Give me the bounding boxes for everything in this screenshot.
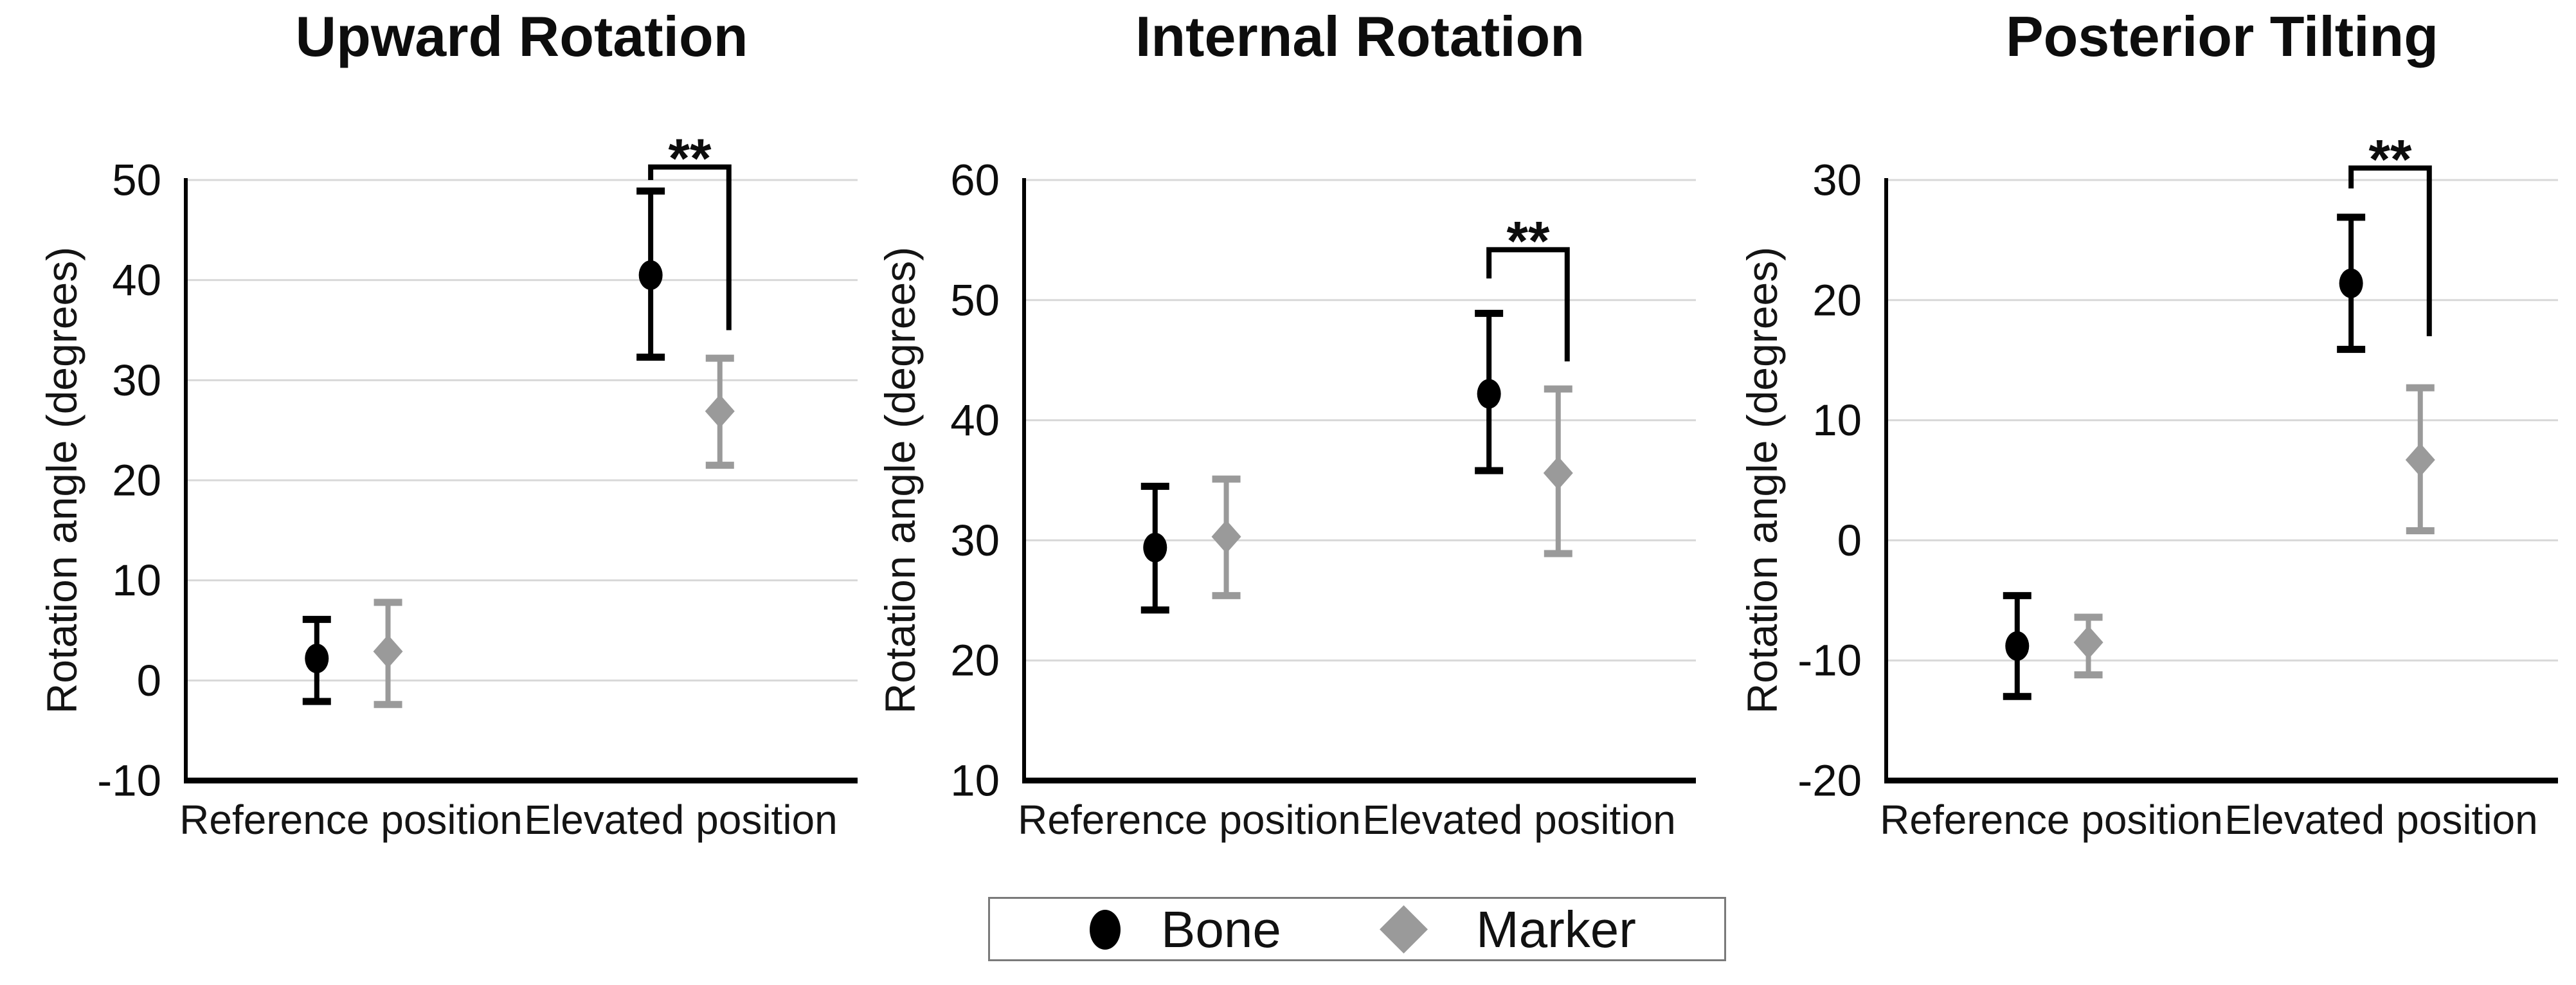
significance-label: ** [1506,210,1549,272]
y-tick-label: 10 [950,756,1000,806]
y-tick-label: 10 [112,556,161,605]
diamond-icon [1380,905,1428,953]
x-category-label: Reference position [179,797,523,843]
chart-title: Internal Rotation [1135,5,1585,68]
plot-area: -10 0 10 20 30 40 50 ** [97,128,858,806]
significance-label: ** [2368,129,2411,190]
y-tick-label: 0 [1837,516,1862,565]
y-tick-label: 30 [950,516,1000,565]
y-tick-label: 40 [950,395,1000,445]
marker-point [1543,456,1573,490]
x-category-label: Elevated position [524,797,838,843]
marker-point [2405,443,2435,477]
significance-bracket [2348,165,2432,336]
marker-point [373,635,403,669]
chart-upward-rotation: Upward Rotation Rotation angle (degrees)… [0,0,876,865]
legend-label-bone: Bone [1161,901,1281,958]
chart-posterior-tilting: Posterior Tilting Rotation angle (degree… [1700,0,2576,865]
marker-point [705,394,735,428]
y-tick-label: 0 [137,656,161,705]
legend: Bone Marker [988,897,1726,961]
x-category-label: Reference position [1880,797,2223,843]
legend-label-marker: Marker [1476,901,1636,958]
y-tick-label: 30 [1812,156,1862,205]
chart-title: Upward Rotation [295,5,748,68]
plot-area: 10 20 30 40 50 60 ** [950,156,1696,806]
y-tick-label: 50 [112,156,161,205]
bone-point [1143,532,1167,563]
marker-point [2073,626,2103,660]
y-tick-label: -20 [1797,756,1862,806]
bone-point [2005,631,2030,661]
x-category-label: Elevated position [2224,797,2538,843]
y-tick-label: 10 [1812,395,1862,445]
bone-point [305,644,329,674]
significance-label: ** [668,128,711,190]
bone-point [1477,379,1501,409]
y-tick-label: 60 [950,156,1000,205]
y-tick-label: 40 [112,255,161,305]
bone-point [638,260,663,290]
significance-bracket [648,164,732,330]
y-tick-label: 20 [112,456,161,505]
chart-internal-rotation: Internal Rotation Rotation angle (degree… [838,0,1714,865]
chart-title: Posterior Tilting [2005,5,2439,68]
x-category-label: Reference position [1018,797,1361,843]
significance-bracket [1486,247,1570,362]
y-tick-label: 20 [950,636,1000,685]
y-tick-label: 20 [1812,275,1862,325]
y-tick-label: -10 [97,756,161,806]
bone-point [2339,268,2363,298]
x-category-label: Elevated position [1362,797,1676,843]
y-tick-label: 30 [112,356,161,405]
plot-area: -20 -10 0 10 20 30 ** [1797,129,2558,806]
marker-point [1211,520,1241,554]
circle-icon [1090,910,1121,950]
y-tick-label: 50 [950,275,1000,325]
y-tick-label: -10 [1797,636,1862,685]
